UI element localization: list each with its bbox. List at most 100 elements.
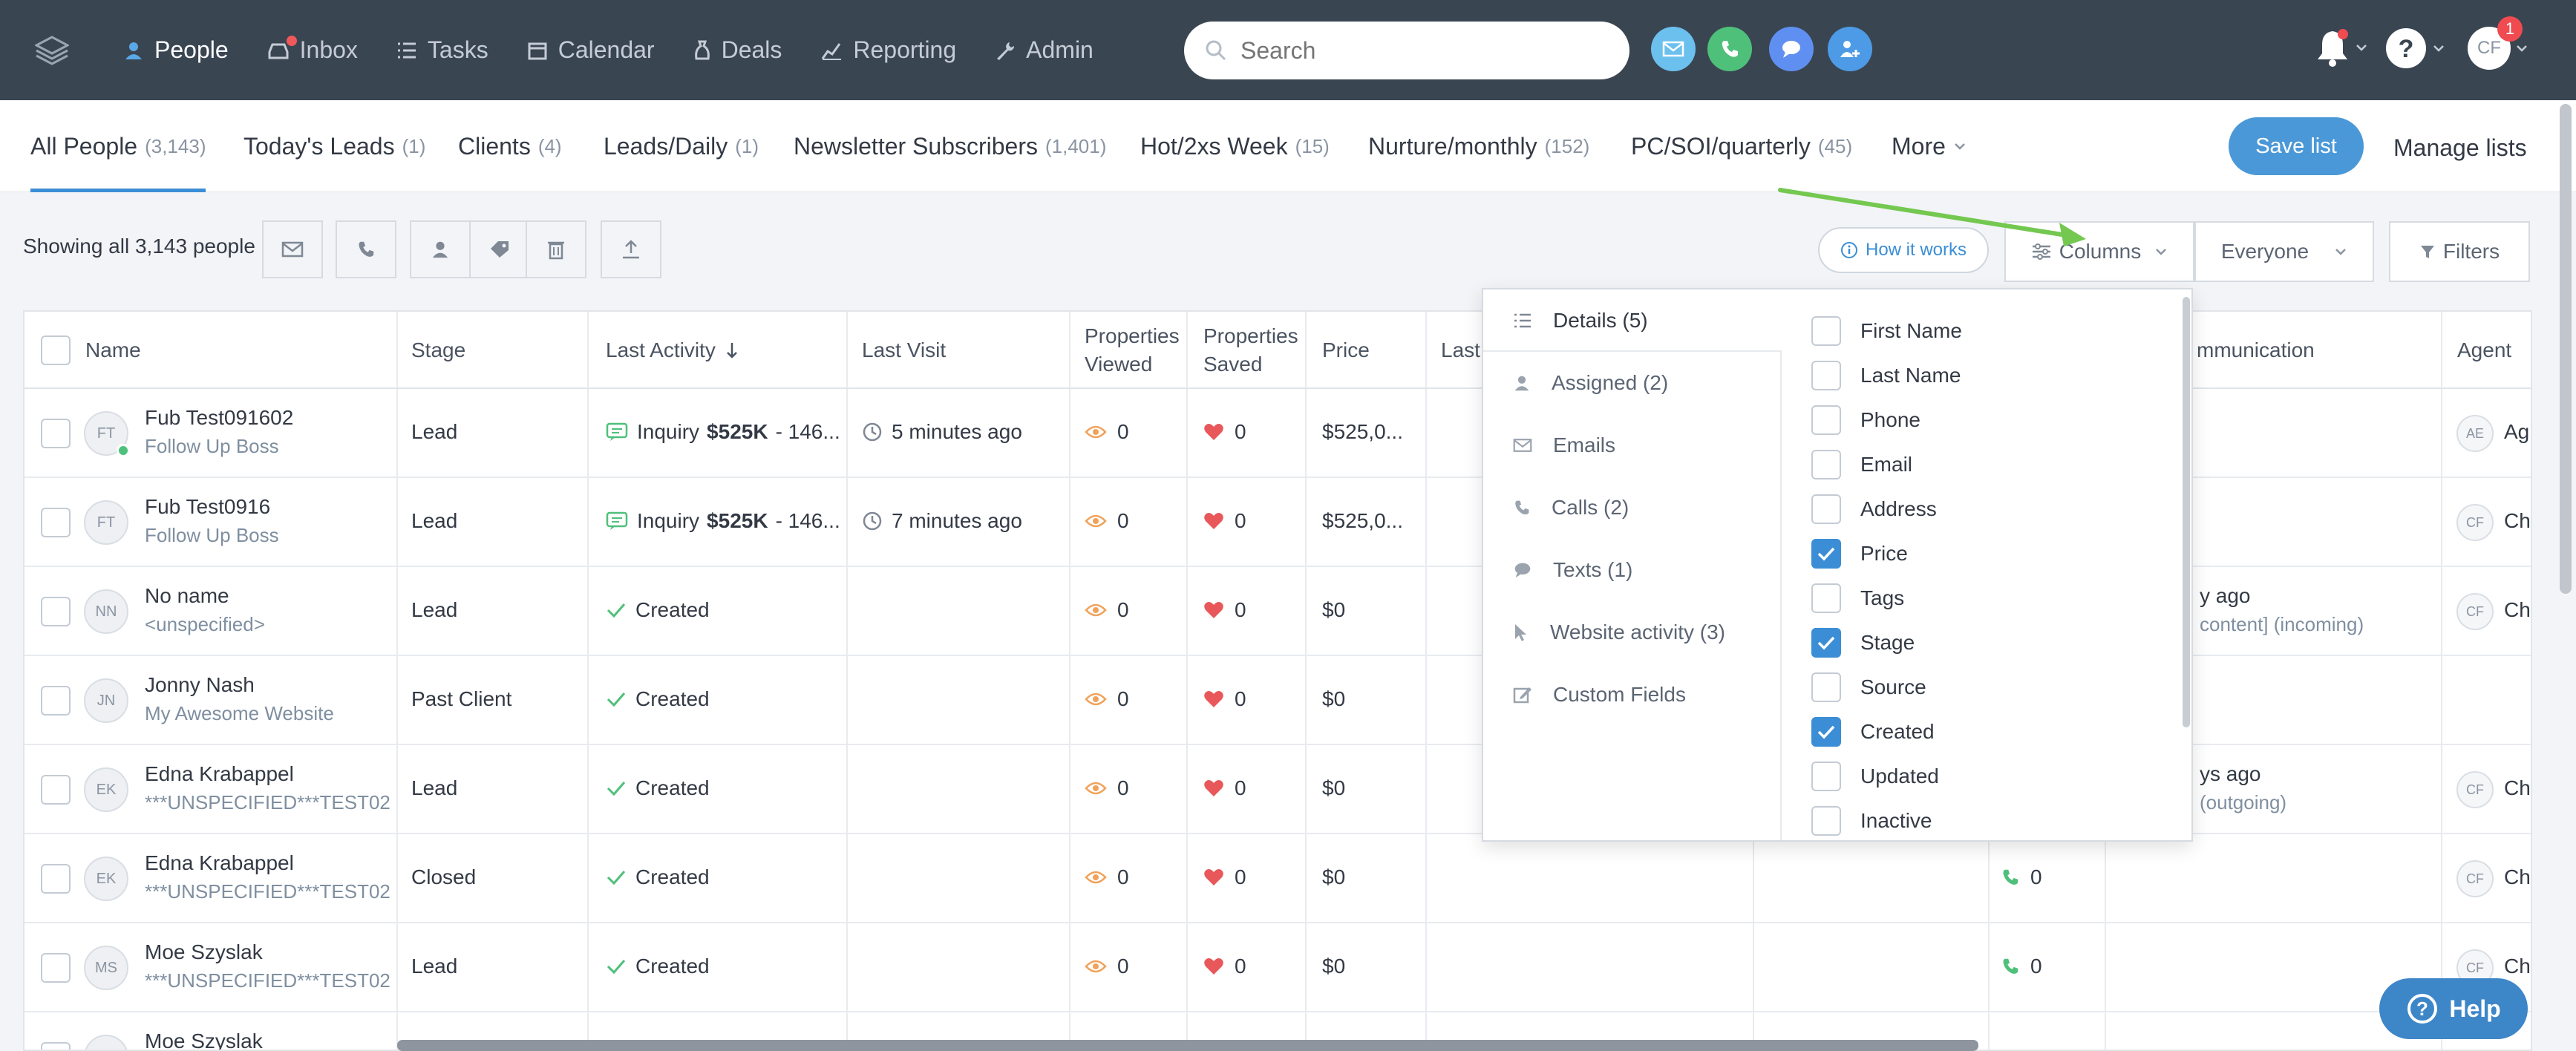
- col-header-last-activity[interactable]: Last Activity: [606, 312, 739, 389]
- tab-newsletter-subscribers[interactable]: Newsletter Subscribers (1,401): [794, 100, 1106, 192]
- filters-button[interactable]: Filters: [2389, 221, 2530, 282]
- col-header-last[interactable]: Last: [1441, 338, 1480, 361]
- bulk-email-button[interactable]: [262, 220, 323, 278]
- help-menu-button[interactable]: ?: [2384, 27, 2445, 70]
- notifications-button[interactable]: [2315, 27, 2368, 68]
- column-category-assigned[interactable]: Assigned (2): [1483, 352, 1782, 414]
- column-option-checkbox[interactable]: [1811, 628, 1841, 658]
- bulk-assign-button[interactable]: [410, 220, 471, 278]
- nav-deals[interactable]: Deals: [674, 0, 802, 100]
- column-option-address[interactable]: Address: [1811, 487, 1937, 531]
- col-header-name[interactable]: Name: [85, 338, 141, 361]
- col-header-last-visit[interactable]: Last Visit: [862, 338, 947, 361]
- column-option-last-name[interactable]: Last Name: [1811, 353, 1961, 398]
- bulk-delete-button[interactable]: [526, 220, 586, 278]
- person-name[interactable]: Fub Test0916: [145, 495, 271, 518]
- last-activity-cell[interactable]: Created: [606, 955, 710, 978]
- column-option-phone[interactable]: Phone: [1811, 398, 1920, 442]
- table-row[interactable]: EK Edna Krabappel ***UNSPECIFIED***TEST0…: [24, 745, 2531, 834]
- how-it-works-button[interactable]: How it works: [1818, 227, 1989, 273]
- row-checkbox[interactable]: [41, 419, 71, 448]
- column-option-checkbox[interactable]: [1811, 494, 1841, 524]
- panel-scrollbar[interactable]: [2183, 297, 2190, 727]
- column-option-checkbox[interactable]: [1811, 539, 1841, 569]
- quick-add-person-button[interactable]: [1828, 27, 1872, 71]
- stage-cell[interactable]: Lead: [411, 955, 458, 978]
- person-name-cell[interactable]: Fub Test0916 Follow Up Boss: [145, 493, 279, 549]
- person-name-cell[interactable]: Moe Szyslak ***UNSPECIFIED***TEST02: [145, 938, 390, 995]
- column-option-created[interactable]: Created: [1811, 710, 1935, 754]
- row-checkbox[interactable]: [41, 508, 71, 537]
- vertical-scrollbar[interactable]: [2560, 104, 2572, 594]
- table-row[interactable]: NN No name <unspecified> Lead Created 0 0…: [24, 567, 2531, 656]
- row-checkbox[interactable]: [41, 953, 71, 983]
- table-row[interactable]: EK Edna Krabappel ***UNSPECIFIED***TEST0…: [24, 834, 2531, 923]
- horizontal-scrollbar[interactable]: [397, 1040, 1978, 1051]
- col-header-price[interactable]: Price: [1322, 338, 1370, 361]
- export-button[interactable]: [601, 220, 661, 278]
- stage-cell[interactable]: Lead: [411, 776, 458, 799]
- column-option-checkbox[interactable]: [1811, 583, 1841, 613]
- nav-tasks[interactable]: Tasks: [377, 0, 508, 100]
- nav-people[interactable]: People: [104, 0, 248, 100]
- col-header-properties-viewed[interactable]: Properties Viewed: [1085, 312, 1180, 389]
- column-option-tags[interactable]: Tags: [1811, 576, 1904, 621]
- column-option-source[interactable]: Source: [1811, 665, 1926, 710]
- save-list-button[interactable]: Save list: [2229, 117, 2364, 175]
- columns-dropdown[interactable]: Columns: [2004, 221, 2194, 282]
- bulk-call-button[interactable]: [336, 220, 396, 278]
- search-box[interactable]: [1184, 22, 1629, 79]
- everyone-dropdown[interactable]: Everyone: [2194, 221, 2374, 282]
- person-name-cell[interactable]: Edna Krabappel ***UNSPECIFIED***TEST02: [145, 760, 390, 816]
- person-name-cell[interactable]: Moe Szyslak: [145, 1027, 263, 1050]
- table-row[interactable]: MS Moe Szyslak ***UNSPECIFIED***TEST02 Le…: [24, 923, 2531, 1012]
- manage-lists-link[interactable]: Manage lists: [2393, 134, 2527, 161]
- table-row[interactable]: FT Fub Test0916 Follow Up Boss Lead Inqui…: [24, 478, 2531, 567]
- select-all-checkbox[interactable]: [41, 335, 71, 365]
- column-option-price[interactable]: Price: [1811, 531, 1908, 576]
- column-option-checkbox[interactable]: [1811, 806, 1841, 836]
- stage-cell[interactable]: Past Client: [411, 687, 512, 710]
- app-logo-icon[interactable]: [0, 0, 104, 100]
- person-name[interactable]: Edna Krabappel: [145, 851, 294, 874]
- stage-cell[interactable]: Closed: [411, 865, 477, 888]
- column-option-checkbox[interactable]: [1811, 361, 1841, 390]
- table-row[interactable]: FT Fub Test091602 Follow Up Boss Lead Inq…: [24, 389, 2531, 478]
- column-option-checkbox[interactable]: [1811, 762, 1841, 791]
- tab-clients[interactable]: Clients (4): [458, 100, 562, 192]
- column-option-inactive[interactable]: Inactive: [1811, 799, 1932, 840]
- nav-calendar[interactable]: Calendar: [508, 0, 674, 100]
- column-category-emails[interactable]: Emails: [1483, 414, 1782, 477]
- help-button[interactable]: ? Help: [2379, 978, 2528, 1039]
- column-option-first-name[interactable]: First Name: [1811, 309, 1962, 353]
- col-header-communication[interactable]: mmunication: [2197, 338, 2315, 361]
- bulk-tag-button[interactable]: [469, 220, 530, 278]
- last-activity-cell[interactable]: Created: [606, 598, 710, 622]
- person-name-cell[interactable]: Edna Krabappel ***UNSPECIFIED***TEST02: [145, 849, 390, 906]
- column-option-checkbox[interactable]: [1811, 450, 1841, 479]
- stage-cell[interactable]: Lead: [411, 420, 458, 443]
- person-name-cell[interactable]: No name <unspecified>: [145, 582, 265, 638]
- last-activity-cell[interactable]: Created: [606, 776, 710, 800]
- table-row[interactable]: MS Moe Szyslak: [24, 1012, 2531, 1050]
- row-checkbox[interactable]: [41, 686, 71, 716]
- stage-cell[interactable]: Lead: [411, 509, 458, 532]
- col-header-properties-saved[interactable]: Properties Saved: [1203, 312, 1298, 389]
- column-option-checkbox[interactable]: [1811, 717, 1841, 747]
- row-checkbox[interactable]: [41, 1042, 71, 1050]
- col-header-agent[interactable]: Agent: [2457, 338, 2512, 361]
- row-checkbox[interactable]: [41, 597, 71, 626]
- search-input[interactable]: [1240, 36, 1582, 65]
- tab-all-people[interactable]: All People (3,143): [30, 100, 206, 192]
- nav-inbox[interactable]: Inbox: [248, 0, 377, 100]
- table-row[interactable]: JN Jonny Nash My Awesome Website Past Cli…: [24, 656, 2531, 745]
- tab-nurture-monthly[interactable]: Nurture/monthly (152): [1368, 100, 1589, 192]
- column-option-updated[interactable]: Updated: [1811, 754, 1939, 799]
- last-activity-cell[interactable]: Inquiry $525K - 146...: [606, 420, 840, 444]
- row-checkbox[interactable]: [41, 864, 71, 894]
- row-checkbox[interactable]: [41, 775, 71, 805]
- last-activity-cell[interactable]: Created: [606, 865, 710, 889]
- column-option-checkbox[interactable]: [1811, 316, 1841, 346]
- nav-reporting[interactable]: Reporting: [801, 0, 975, 100]
- person-name[interactable]: No name: [145, 584, 229, 607]
